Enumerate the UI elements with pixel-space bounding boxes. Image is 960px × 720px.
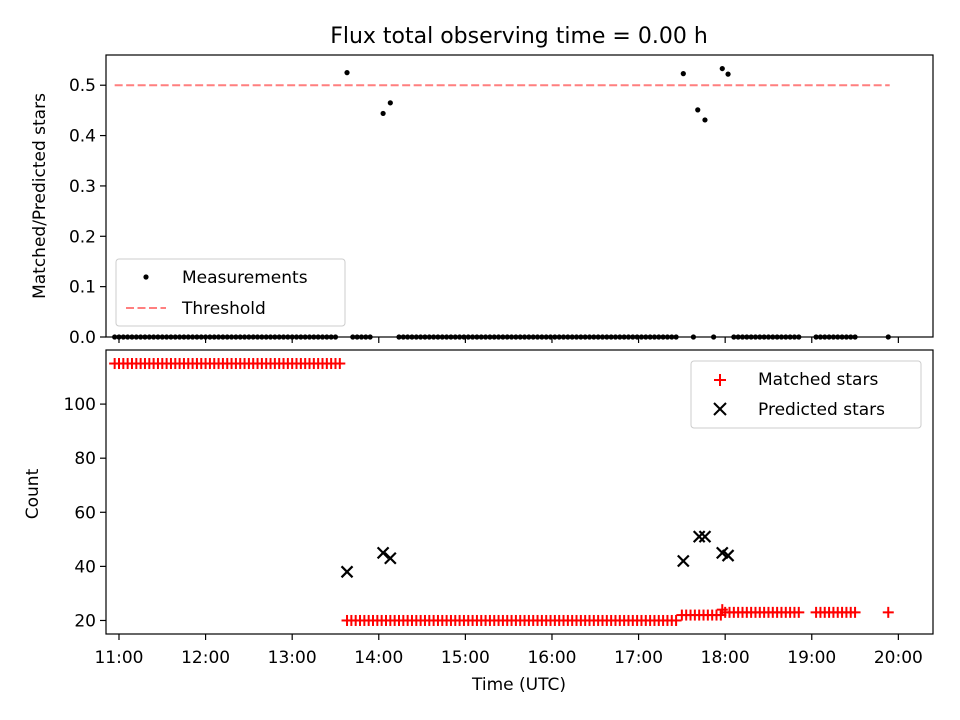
top-y-axis-label: Matched/Predicted stars (30, 93, 50, 299)
x-tick-label: 13:00 (268, 648, 317, 668)
predicted-star-marker (692, 530, 706, 543)
bottom-plot-panel: 20 40 60 80 100 11:00 12:00 13:00 14:00 15:00 16:0… (23, 349, 934, 695)
bottom-data-layer (109, 358, 894, 626)
bottom-legend-box (690, 360, 922, 429)
top-y-tick-label: 0.2 (69, 227, 96, 247)
bottom-y-axis-label: Count (23, 468, 43, 519)
x-tick-label: 17:00 (614, 648, 663, 668)
matched-star-marker (670, 614, 682, 626)
bottom-y-tick-label: 100 (64, 395, 96, 415)
matched-star-marker (849, 606, 861, 618)
bottom-axis-ticks: 20 40 60 80 100 11:00 12:00 13:00 14:00 15:00 16:0… (64, 395, 923, 668)
bottom-y-tick-label: 80 (74, 449, 96, 469)
top-y-tick-label: 0.3 (69, 177, 96, 197)
predicted-star-marker (384, 551, 397, 565)
matched-star-marker (793, 606, 805, 618)
matched-star-marker (334, 358, 346, 370)
measurement-point (380, 110, 386, 117)
measurement-point (695, 107, 701, 113)
x-tick-label: 20:00 (874, 648, 923, 668)
x-axis-label: Time (UTC) (471, 675, 566, 695)
x-tick-label: 11:00 (94, 648, 143, 668)
x-tick-label: 15:00 (441, 648, 490, 668)
top-y-tick-label: 0.5 (69, 76, 96, 96)
x-tick-label: 19:00 (787, 648, 836, 668)
predicted-star-marker (721, 549, 735, 562)
bottom-y-tick-label: 60 (74, 503, 96, 523)
measurement-point (702, 117, 708, 123)
bottom-plot-frame (105, 349, 934, 635)
x-tick-label: 18:00 (701, 648, 750, 668)
top-legend: Measurements Threshold (115, 258, 346, 327)
x-tick-label: 16:00 (527, 648, 576, 668)
x-tick-label: 14:00 (354, 648, 403, 668)
legend-matched-stars-marker (714, 374, 726, 386)
top-y-tick-label: 0.0 (69, 328, 96, 348)
legend-matched-stars-label: Matched stars (758, 370, 878, 390)
measurement-point (719, 65, 725, 72)
predicted-star-marker (677, 554, 690, 568)
top-y-tick-label: 0.4 (69, 127, 96, 147)
bottom-y-tick-label: 40 (74, 557, 96, 577)
predicted-star-marker (698, 530, 712, 543)
top-plot-frame (105, 54, 934, 338)
legend-predicted-stars-label: Predicted stars (758, 400, 885, 420)
top-axis-ticks: 0.0 0.1 0.2 0.3 0.4 0.5 (69, 76, 899, 348)
predicted-star-marker (340, 565, 354, 579)
bottom-y-tick-label: 20 (74, 611, 96, 631)
measurement-point (725, 71, 731, 77)
x-tick-label: 12:00 (181, 648, 230, 668)
measurement-point (387, 100, 393, 106)
chart-title: Flux total observing time = 0.00 h (330, 24, 708, 49)
measurement-point (680, 71, 686, 77)
legend-threshold-label: Threshold (181, 299, 266, 319)
top-legend-box (115, 258, 346, 327)
legend-predicted-stars-marker (713, 402, 727, 416)
top-plot-panel: 0.0 0.1 0.2 0.3 0.4 0.5 Matched/Predicted sta… (30, 54, 934, 348)
predicted-star-marker (376, 546, 390, 560)
measurement-point (344, 70, 350, 76)
top-y-tick-label: 0.1 (69, 278, 96, 298)
matched-star-marker (882, 606, 894, 618)
legend-measurements-marker (143, 274, 149, 280)
bottom-legend: Matched stars Predicted stars (690, 360, 922, 429)
legend-measurements-label: Measurements (182, 268, 308, 288)
